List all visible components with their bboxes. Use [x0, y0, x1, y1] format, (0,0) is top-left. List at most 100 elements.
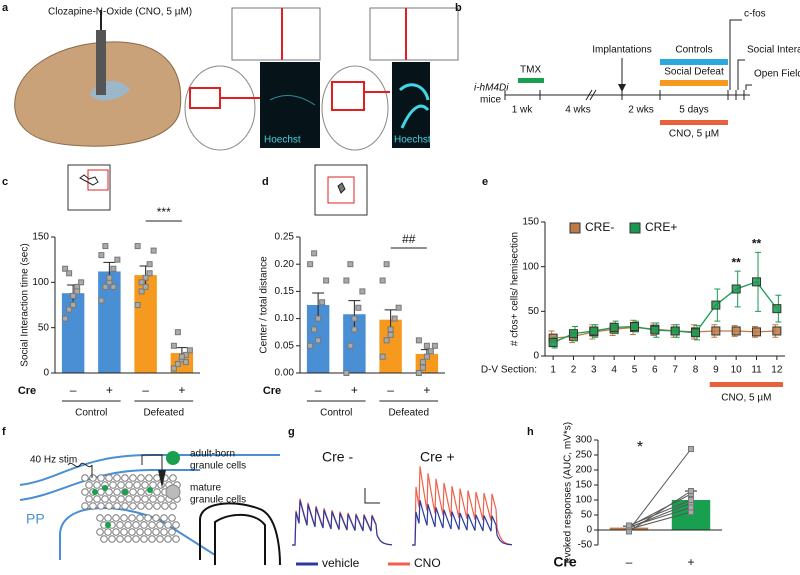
x-tick-label: +: [687, 555, 694, 569]
y-tick-label: 0.00: [275, 368, 295, 379]
treatment-label: CNO, 5 µM: [721, 393, 771, 404]
atlas: [369, 7, 459, 61]
signal: [269, 94, 316, 106]
granule-cell: [172, 535, 180, 543]
group-label: Control: [75, 408, 107, 419]
granule-cell: [93, 481, 101, 489]
granule-cell: [121, 502, 129, 510]
stim-label: 40 Hz stim: [30, 455, 77, 466]
x-tick-label: 5: [632, 365, 638, 376]
interval: 2 wks: [628, 105, 654, 116]
marker: [752, 327, 762, 337]
data-point: [146, 261, 153, 268]
legend-label: CRE-: [585, 220, 614, 234]
granule-cell: [136, 528, 144, 536]
y-tick-label: 150: [522, 217, 539, 228]
marker: [711, 326, 721, 336]
data-point: [391, 315, 398, 322]
panel-label: h: [527, 426, 534, 438]
data-point: [387, 331, 394, 338]
adult-cell: [92, 489, 98, 495]
panel-label: c: [2, 176, 8, 188]
x-tick-label: 4: [611, 365, 617, 376]
granule-cell: [153, 502, 161, 510]
panel-label: f: [2, 426, 6, 438]
cannula: [96, 30, 106, 95]
trace: [412, 466, 513, 546]
rec-electrode: [141, 454, 163, 470]
legend-label: mature: [190, 483, 222, 494]
x-tick-label: 7: [672, 365, 678, 376]
data-point: [102, 283, 109, 290]
marker: [650, 325, 660, 335]
data-point: [379, 353, 386, 360]
stain-label: Hoechst: [394, 135, 431, 146]
data-point: [347, 261, 354, 268]
group-label: Control: [320, 408, 352, 419]
data-point: [138, 288, 145, 295]
error-bar: [384, 309, 397, 330]
y-tick-label: -50: [578, 540, 593, 551]
significance: ##: [402, 232, 416, 246]
granule-cell: [145, 474, 153, 482]
y-tick-label: 0.25: [275, 232, 295, 243]
x-tick-label: 11: [751, 365, 762, 376]
arena: [67, 164, 111, 211]
event-label: Implantations: [592, 45, 651, 56]
granule-cell: [133, 495, 141, 503]
granule-cell: [125, 495, 133, 503]
x-tick-label: +: [423, 383, 430, 397]
y-axis-label: Social Interaction time (sec): [20, 243, 31, 366]
granule-cell: [93, 495, 101, 503]
granule-cell: [108, 535, 116, 543]
bar: [98, 271, 121, 373]
data-point: [626, 522, 632, 529]
panel-label: e: [482, 176, 488, 188]
trace: [412, 500, 513, 546]
marker: [589, 326, 599, 336]
data-point: [688, 488, 694, 494]
y-tick-label: 150: [575, 480, 592, 491]
data-point: [387, 326, 394, 333]
granule-cell: [121, 474, 129, 482]
granule-cell: [81, 502, 89, 510]
data-point: [178, 353, 185, 360]
adult-cell: [122, 489, 128, 495]
y-tick-label: 0.20: [275, 259, 295, 270]
micrograph: [260, 62, 320, 148]
x-tick-label: –: [315, 383, 322, 397]
annotation: **: [752, 237, 762, 251]
group-label: Defeated: [388, 408, 429, 419]
data-point: [170, 365, 177, 372]
signal: [398, 83, 430, 129]
controls-bar: [660, 59, 728, 65]
traces: [292, 466, 513, 546]
granule-cell: [156, 535, 164, 543]
granule-cell: [169, 474, 177, 482]
y-tick-label: 250: [575, 450, 592, 461]
data-point: [174, 360, 181, 367]
y-tick-label: 0.10: [275, 313, 295, 324]
granule-cell: [109, 481, 117, 489]
legend-label: CNO: [414, 556, 441, 570]
data-point: [170, 342, 177, 349]
legend-label: adult-born: [190, 449, 235, 460]
data-point: [383, 261, 390, 268]
data-point: [379, 277, 386, 284]
pair-line: [628, 448, 692, 531]
interval: 5 days: [679, 105, 708, 116]
data-point: [78, 279, 85, 286]
interval: 1 wk: [512, 105, 534, 116]
pp-label: PP: [26, 511, 45, 527]
error-bar: [348, 300, 361, 328]
x-tick-label: +: [178, 383, 185, 397]
y-axis-label: # cfos+ cells/ hemisection: [510, 232, 521, 346]
marker: [548, 338, 558, 348]
atlas: [231, 7, 321, 61]
data-point: [431, 342, 438, 349]
error-bar: [312, 292, 325, 317]
data-point: [355, 304, 362, 311]
data-point: [383, 337, 390, 344]
data-point: [186, 347, 193, 354]
